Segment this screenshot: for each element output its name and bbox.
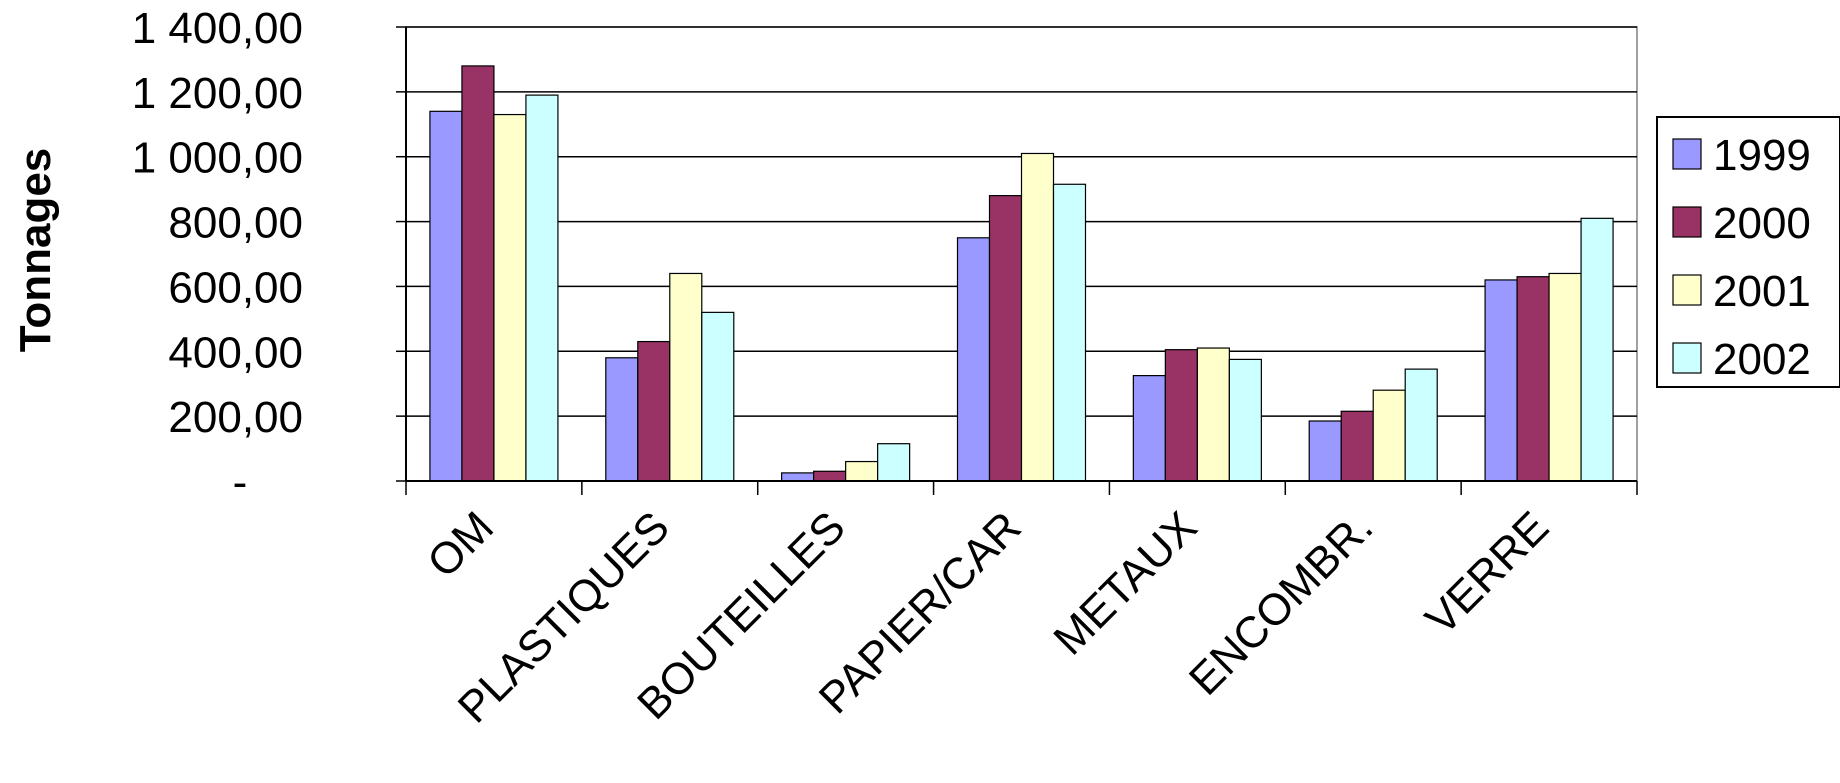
bar-2002-om	[525, 94, 559, 482]
bar-2000-om	[461, 65, 495, 482]
bar-2001-metaux	[1196, 347, 1230, 482]
x-tick-label: OM	[418, 502, 503, 587]
legend-label-2000: 2000	[1713, 199, 1811, 248]
bar-2002-bouteilles	[877, 443, 911, 482]
legend-label-2002: 2002	[1713, 335, 1811, 384]
axes	[396, 26, 1638, 495]
y-tick-label: 400,00	[168, 328, 303, 377]
x-tick-label: METAUX	[1044, 502, 1206, 664]
legend-swatch-2000	[1672, 206, 1702, 238]
bar-2000-bouteilles	[813, 470, 847, 482]
bar-2001-plastiques	[669, 272, 703, 482]
bar-1999-om	[429, 110, 463, 482]
legend-label-2001: 2001	[1713, 267, 1811, 316]
bar-2001-encombr-	[1372, 389, 1406, 482]
bar-2002-verre	[1580, 217, 1614, 482]
bar-2000-metaux	[1164, 349, 1198, 482]
bar-1999-bouteilles	[781, 472, 815, 482]
bar-2001-om	[493, 113, 527, 482]
bar-2002-metaux	[1228, 358, 1262, 482]
bar-1999-verre	[1484, 279, 1518, 482]
y-tick-labels: - 200,00 400,00 600,00 800,00 1 000,00 1 200,0…	[132, 4, 303, 507]
bar-2001-papier-car	[1020, 152, 1055, 482]
legend-swatch-2001	[1672, 274, 1702, 306]
legend-label-1999: 1999	[1713, 131, 1811, 180]
y-tick-label: 1 400,00	[132, 4, 303, 53]
y-tick-label: 600,00	[168, 263, 303, 312]
bar-2000-encombr-	[1340, 410, 1374, 482]
y-tick-label: 1 200,00	[132, 69, 303, 118]
bar-2002-encombr-	[1404, 368, 1438, 482]
y-tick-label: -	[233, 458, 248, 507]
y-axis-label: Tonnages	[11, 148, 60, 353]
legend-swatch-2002	[1672, 342, 1702, 374]
bar-2001-verre	[1548, 272, 1582, 482]
legend: 1999 2000 2001 2002	[1656, 116, 1840, 388]
y-tick-label: 200,00	[168, 393, 303, 442]
bar-2000-papier-car	[988, 195, 1023, 482]
bars	[429, 65, 1614, 482]
x-tick-label: VERRE	[1416, 502, 1558, 644]
y-tick-label: 800,00	[168, 199, 303, 248]
bar-2001-bouteilles	[845, 460, 879, 482]
bar-2000-verre	[1516, 276, 1550, 482]
bar-2002-plastiques	[701, 311, 735, 482]
x-tick-label: ENCOMBR.	[1180, 502, 1382, 704]
bar-1999-metaux	[1132, 375, 1166, 482]
legend-swatch-1999	[1672, 138, 1702, 170]
bar-2000-plastiques	[637, 340, 671, 482]
bar-1999-papier-car	[956, 237, 991, 482]
bar-1999-plastiques	[605, 357, 639, 482]
bar-1999-encombr-	[1308, 420, 1342, 482]
y-tick-label: 1 000,00	[132, 134, 303, 183]
bar-2002-papier-car	[1052, 183, 1087, 482]
